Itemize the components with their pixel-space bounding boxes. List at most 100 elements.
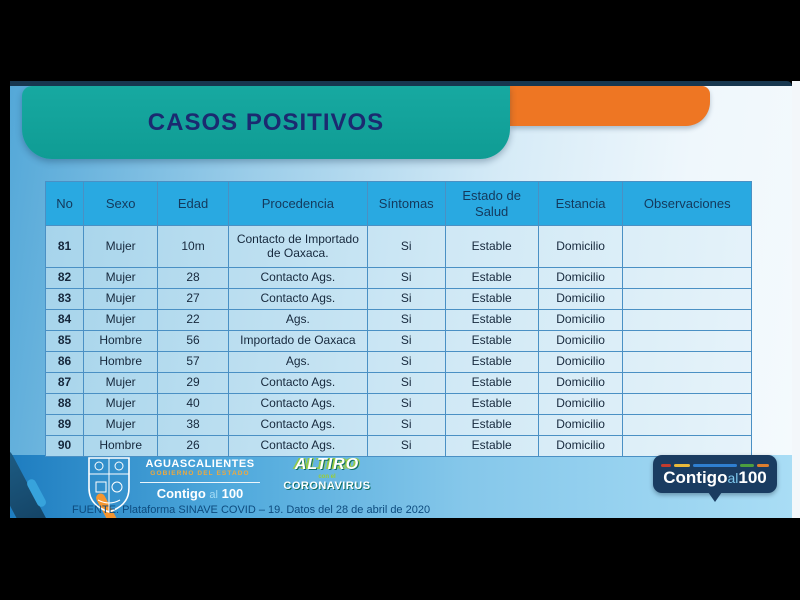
contigo-al-100-badge: Contigoal100 [653,455,777,502]
table-cell: Domicilio [537,393,624,415]
table-cell: Estable [444,351,539,373]
table-cell: Contacto de Importado de Oaxaca. [227,225,368,268]
table-cell: 87 [44,372,85,394]
table-cell [622,393,752,415]
table-cell: 90 [44,435,85,457]
table-cell: 56 [157,330,229,352]
table-cell: Hombre [83,435,159,457]
table-cell: 22 [157,309,229,331]
table-cell: Domicilio [537,435,624,457]
badge-dash [661,463,671,467]
government-slogan: Contigo al 100 [140,481,260,501]
badge-contigo: Contigo [663,467,728,487]
table-cell: Si [366,225,446,268]
table-cell: 86 [44,351,85,373]
table-row: 82 Mujer 28 Contacto Ags. Si Estable Domicilio [44,267,752,289]
table-cell: Estable [444,288,539,310]
table-row: 86 Hombre 57 Ags. Si Estable Domicilio [44,351,752,373]
table-cell: Ags. [227,309,368,331]
table-cell: 82 [44,267,85,289]
table-cell [622,309,752,331]
table-cell: 26 [157,435,229,457]
cases-table-container: No Sexo Edad Procedencia Síntomas Estado… [44,181,752,457]
table-row: 90 Hombre 26 Contacto Ags. Si Estable Domicili… [44,435,752,457]
table-cell: Estable [444,309,539,331]
badge-dash [693,463,737,467]
slogan-100: 100 [221,485,244,501]
table-cell: 28 [157,267,229,289]
table-cell [622,267,752,289]
table-cell: Mujer [83,372,159,394]
table-cell: Estable [444,225,539,268]
table-cell: 88 [44,393,85,415]
altiro-connector-text: con el [318,474,336,480]
table-cell: Importado de Oaxaca [227,330,368,352]
table-cell: Hombre [83,330,159,352]
table-row: 85 Hombre 56 Importado de Oaxaca Si Estable Do… [44,330,752,352]
table-cell: Domicilio [537,225,624,268]
table-cell [622,330,752,352]
col-header-sexo: Sexo [83,181,159,226]
table-cell: Domicilio [537,414,624,436]
table-cell: 40 [157,393,229,415]
government-dept: GOBIERNO DEL ESTADO [150,470,250,478]
table-cell [622,372,752,394]
col-header-edad: Edad [157,181,229,226]
table-cell [622,414,752,436]
table-cell: Mujer [83,225,159,268]
table-cell: Ags. [227,351,368,373]
table-cell [622,288,752,310]
table-cell: Mujer [83,267,159,289]
badge-color-dashes [661,463,769,467]
table-cell: Estable [444,435,539,457]
table-body: 81 Mujer 10m Contacto de Importado de Oaxac… [44,225,752,457]
government-state-name: AGUASCALIENTES [145,458,255,470]
table-cell: Domicilio [537,309,624,331]
table-cell: 29 [157,372,229,394]
table-cell: Si [366,372,446,394]
altiro-wordmark: ALTIRO [294,456,360,473]
footer: AGUASCALIENTES GOBIERNO DEL ESTADO Conti… [10,452,792,518]
table-row: 88 Mujer 40 Contacto Ags. Si Estable Domicilio [44,393,752,415]
table-cell: 89 [44,414,85,436]
badge-text: Contigoal100 [663,469,766,486]
badge-100: 100 [738,467,767,487]
table-cell: Contacto Ags. [227,435,368,457]
badge-al: al [727,469,739,486]
table-row: 87 Mujer 29 Contacto Ags. Si Estable Domicilio [44,372,752,394]
col-header-no: No [44,181,85,226]
table-cell: Mujer [83,414,159,436]
table-cell [622,225,752,268]
col-header-observaciones: Observaciones [622,181,752,226]
table-cell: Mujer [83,393,159,415]
badge-dash [740,463,754,467]
page-title: CASOS POSITIVOS [147,108,385,136]
table-cell: Contacto Ags. [227,414,368,436]
table-cell: Estable [444,330,539,352]
table-cell: 83 [44,288,85,310]
table-cell: Estable [444,393,539,415]
col-header-estancia: Estancia [537,181,624,226]
table-cell: Domicilio [537,288,624,310]
table-cell: 57 [157,351,229,373]
slide-right-margin [792,81,800,518]
table-cell: Si [366,393,446,415]
altiro-coronavirus-text: CORONAVIRUS [283,480,371,492]
table-cell: 10m [157,225,229,268]
table-cell: Si [366,288,446,310]
table-cell: Contacto Ags. [227,267,368,289]
table-cell: 81 [44,225,85,268]
badge-dash [674,463,690,467]
table-row: 89 Mujer 38 Contacto Ags. Si Estable Domicilio [44,414,752,436]
source-citation: FUENTE. Plataforma SINAVE COVID – 19. Da… [72,504,431,516]
presentation-slide: CASOS POSITIVOS No Sexo Edad Procedencia… [10,81,792,518]
table-cell: Contacto Ags. [227,372,368,394]
table-cell: Si [366,435,446,457]
table-cell: Domicilio [537,330,624,352]
table-cell: Si [366,330,446,352]
table-row: 84 Mujer 22 Ags. Si Estable Domicilio [44,309,752,331]
table-cell: Si [366,309,446,331]
col-header-estado-de-salud: Estado de Salud [444,181,539,226]
government-logo-block: AGUASCALIENTES GOBIERNO DEL ESTADO Conti… [140,458,260,501]
